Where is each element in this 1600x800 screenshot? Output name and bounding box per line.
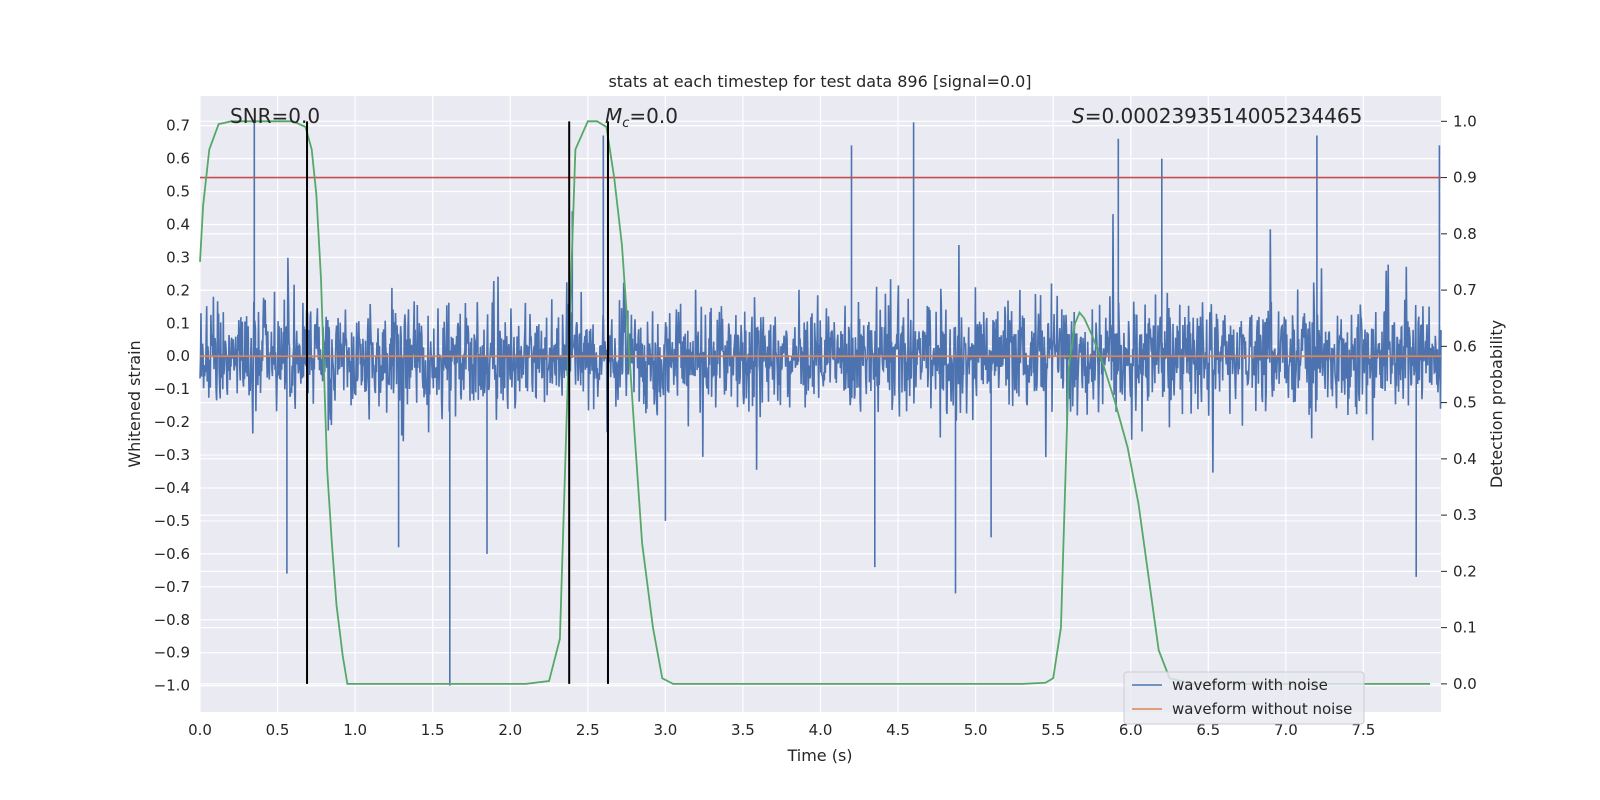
x-axis-label: Time (s) [786,746,852,765]
series-waveform-with-noise [199,122,1442,686]
s-score-symbol: S [1072,104,1085,128]
annotation-chirp-mass: Mc=0.0 [605,104,678,131]
y-tick-label: 0.7 [166,117,190,135]
x-tick-label: 5.5 [1041,721,1065,739]
y-tick-label: −0.3 [154,446,190,464]
annotation-s-score: S=0.0002393514005234465 [1072,104,1362,128]
x-tick-label: 4.0 [809,721,833,739]
x-tick-label: 3.5 [731,721,755,739]
y2-axis-label: Detection probability [1487,320,1506,488]
tick-labels: 0.0 0.5 1.0 1.5 2.0 2.5 3.0 3.5 4.0 4.5 5.0 5.5 6.0 6… [154,112,1477,739]
y-tick-label: 0.2 [166,281,190,299]
y-tick-label: −1.0 [154,677,190,695]
s-score-value: =0.0002393514005234465 [1085,104,1363,128]
x-tick-label: 6.0 [1119,721,1143,739]
waveform-with-noise-line [199,122,1442,686]
x-tick-label: 0.5 [266,721,290,739]
y-tick-label: −0.9 [154,644,190,662]
x-tick-label: 7.5 [1352,721,1376,739]
y2-tick-label: 0.4 [1453,450,1477,468]
y-tick-label: 0.6 [166,150,190,168]
y2-tick-label: 0.0 [1453,675,1477,693]
y-tick-label: 0.0 [166,347,190,365]
y2-tick-label: 0.6 [1453,337,1477,355]
y-tick-label: −0.7 [154,578,190,596]
series-lines [199,120,1441,685]
legend-box [1123,671,1365,725]
y-tick-label: 0.1 [166,314,190,332]
y-tick-label: −0.4 [154,479,190,497]
x-tick-label: 6.5 [1196,721,1220,739]
y2-tick-label: 0.3 [1453,506,1477,524]
annotation-snr: SNR=0.0 [230,104,320,128]
legend: waveform with noise waveform without noi… [1123,671,1365,725]
y-tick-label: −0.8 [154,611,190,629]
y2-tick-label: 0.2 [1453,562,1477,580]
y-tick-label: −0.1 [154,380,190,398]
chart-title: stats at each timestep for test data 896… [608,72,1031,91]
legend-label-with-noise: waveform with noise [1172,676,1328,694]
x-tick-label: 3.0 [653,721,677,739]
x-tick-label: 1.0 [343,721,367,739]
chirp-mass-subscript: c [622,116,629,131]
x-tick-label: 4.5 [886,721,910,739]
x-tick-label: 2.0 [498,721,522,739]
detection-probability-line [199,120,1431,685]
y-tick-label: 0.4 [166,215,190,233]
chirp-mass-symbol: M [605,104,622,128]
x-tick-label: 2.5 [576,721,600,739]
y2-tick-label: 0.9 [1453,169,1477,187]
y2-tick-label: 0.1 [1453,619,1477,637]
vertical-markers [306,121,609,684]
y-tick-label: −0.6 [154,545,190,563]
y2-tick-label: 0.8 [1453,225,1477,243]
y-axis-label: Whitened strain [125,340,144,467]
y-tick-label: −0.2 [154,413,190,431]
legend-label-without-noise: waveform without noise [1172,700,1352,718]
y2-tick-label: 0.5 [1453,394,1477,412]
x-tick-label: 5.0 [964,721,988,739]
y2-tick-label: 1.0 [1453,112,1477,130]
chirp-mass-value: =0.0 [629,104,678,128]
x-tick-label: 7.0 [1274,721,1298,739]
y-tick-label: 0.3 [166,248,190,266]
y-tick-label: 0.5 [166,183,190,201]
x-tick-label: 1.5 [421,721,445,739]
y2-tick-label: 0.7 [1453,281,1477,299]
y-tick-label: −0.5 [154,512,190,530]
x-tick-label: 0.0 [188,721,212,739]
